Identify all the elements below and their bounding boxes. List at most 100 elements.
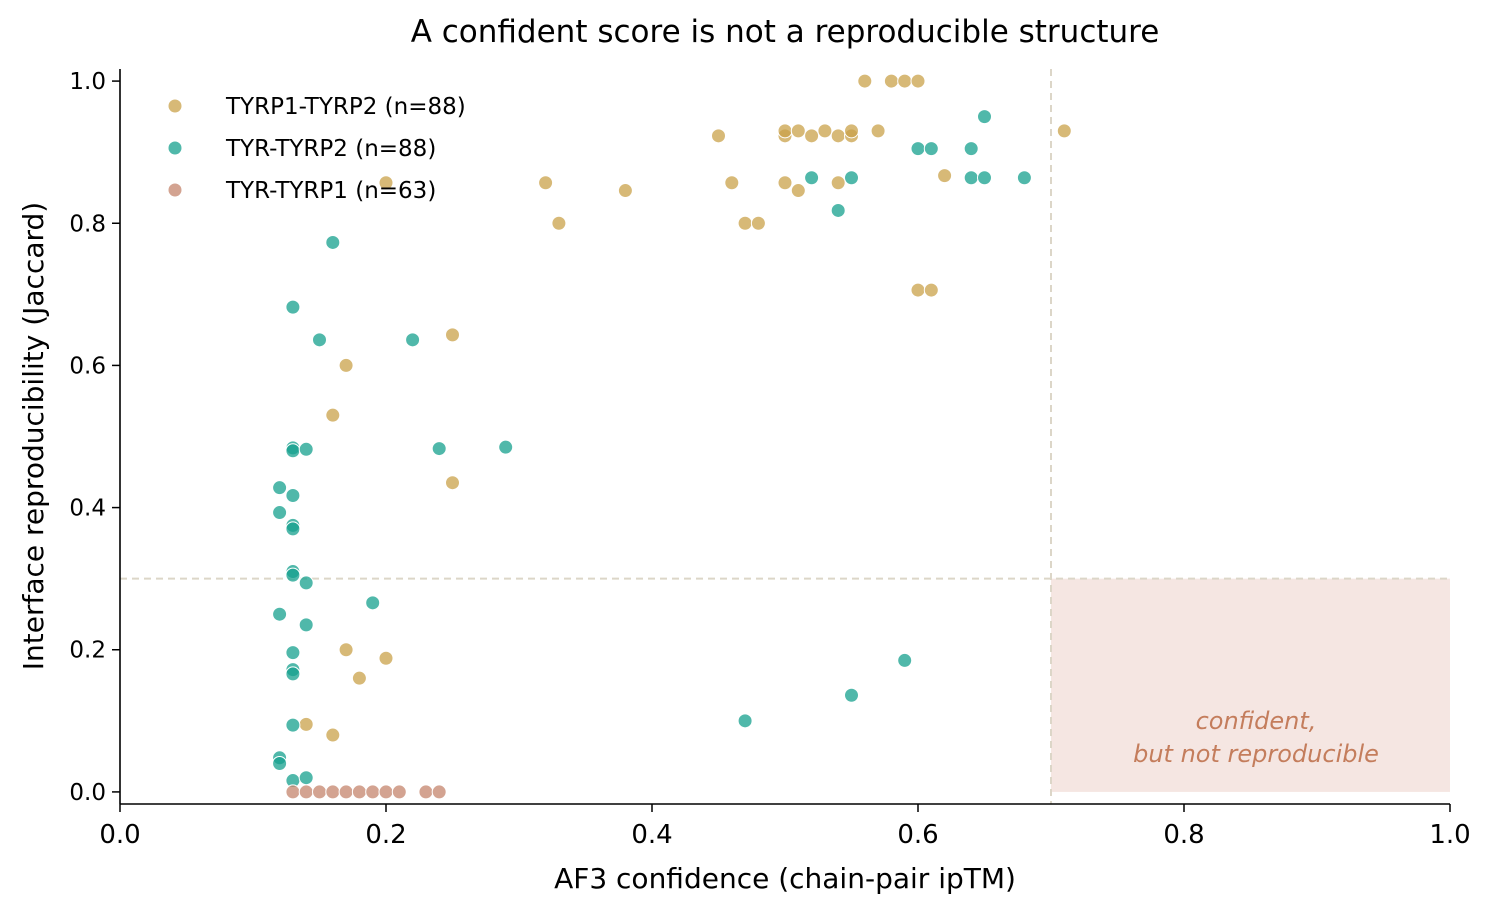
data-point-series-1-30	[285, 645, 301, 661]
x-tick-label: 0.2	[365, 820, 406, 850]
x-axis-label: AF3 confidence (chain-pair ipTM)	[554, 862, 1016, 895]
data-point-series-2-2	[312, 784, 327, 800]
data-point-series-0-6	[777, 123, 793, 139]
legend-label: TYRP1-TYRP2 (n=88)	[225, 94, 466, 120]
y-tick-label: 0.6	[69, 353, 106, 379]
data-point-series-2-8	[391, 784, 407, 800]
y-tick-label: 0.4	[69, 496, 106, 522]
data-point-series-1-15	[285, 443, 301, 459]
data-point-series-0-21	[617, 183, 633, 199]
data-point-series-0-29	[338, 357, 354, 373]
data-point-series-0-2	[897, 73, 913, 89]
data-point-series-0-25	[750, 215, 766, 231]
region-annotation-line1: confident,	[1196, 707, 1317, 735]
data-point-series-2-4	[338, 784, 354, 800]
data-point-series-2-3	[325, 784, 341, 800]
legend-label: TYR-TYRP2 (n=88)	[225, 136, 436, 162]
legend-marker	[167, 182, 183, 198]
legend-marker	[167, 140, 183, 156]
data-point-series-1-10	[325, 234, 341, 250]
data-point-series-1-13	[405, 332, 421, 348]
data-point-series-1-7	[977, 170, 992, 186]
data-point-series-2-5	[351, 784, 367, 800]
data-point-series-0-35	[298, 716, 314, 732]
data-point-series-0-13	[870, 123, 886, 139]
data-point-series-1-26	[298, 575, 314, 591]
data-point-series-1-3	[963, 141, 979, 157]
data-point-series-1-12	[312, 332, 327, 348]
data-point-series-1-36	[285, 717, 301, 733]
data-point-series-1-9	[830, 202, 846, 218]
region-annotation-line2: but not reproducible	[1133, 740, 1379, 768]
data-point-series-0-28	[445, 327, 460, 343]
data-point-series-1-17	[431, 441, 447, 457]
data-point-series-1-5	[844, 170, 859, 186]
data-point-series-0-9	[817, 123, 833, 139]
data-point-series-1-16	[298, 441, 314, 457]
y-axis-label: Interface reproducibility (Jaccard)	[17, 202, 50, 670]
data-point-series-0-34	[351, 670, 367, 686]
data-point-series-0-10	[830, 128, 846, 144]
x-tick-label: 0.4	[631, 820, 672, 850]
data-point-series-1-31	[897, 652, 913, 668]
data-point-series-0-15	[937, 168, 953, 184]
data-point-series-0-4	[711, 128, 726, 144]
x-tick-label: 0.0	[99, 820, 140, 850]
data-point-series-2-9	[418, 784, 434, 800]
data-point-series-1-8	[1016, 170, 1032, 186]
data-point-series-1-29	[298, 617, 314, 633]
data-point-series-0-12	[844, 123, 859, 139]
data-point-series-0-36	[325, 727, 341, 743]
y-axis-ticks: 0.0 0.2 0.4 0.6 0.8 1.0	[69, 69, 120, 806]
x-axis-ticks: 0.0 0.2 0.4 0.6 0.8 1.0	[99, 804, 1471, 850]
data-point-series-1-40	[298, 770, 314, 786]
data-point-series-1-19	[272, 480, 288, 496]
data-point-series-0-31	[445, 475, 460, 491]
data-point-series-0-14	[1056, 123, 1072, 139]
data-point-series-0-8	[804, 128, 820, 144]
data-point-series-2-6	[365, 784, 381, 800]
y-tick-label: 0.0	[69, 780, 106, 806]
data-point-series-2-1	[298, 784, 314, 800]
data-point-series-0-24	[737, 215, 753, 231]
data-point-series-1-21	[272, 505, 288, 521]
data-point-series-2-0	[285, 784, 301, 800]
data-point-series-0-1	[883, 73, 899, 89]
data-point-series-0-16	[378, 175, 394, 191]
data-point-series-0-0	[857, 73, 873, 89]
data-point-series-0-3	[910, 73, 926, 89]
data-points	[272, 73, 1072, 800]
data-point-series-0-22	[790, 183, 806, 199]
y-tick-label: 1.0	[69, 69, 106, 95]
data-point-series-0-20	[830, 175, 846, 191]
data-point-series-1-11	[285, 299, 301, 315]
data-point-series-0-17	[538, 175, 554, 191]
x-tick-label: 0.6	[897, 820, 938, 850]
data-point-series-1-35	[737, 713, 753, 729]
legend-label: TYR-TYRP1 (n=63)	[225, 178, 436, 204]
confident-not-reproducible-region	[1051, 578, 1450, 792]
data-point-series-1-23	[285, 521, 301, 537]
y-tick-label: 0.2	[69, 638, 106, 664]
data-point-series-0-23	[551, 215, 567, 231]
x-tick-label: 1.0	[1429, 820, 1470, 850]
data-point-series-1-2	[923, 141, 939, 157]
data-point-series-0-32	[338, 642, 354, 658]
data-point-series-0-7	[790, 123, 806, 139]
data-point-series-2-7	[378, 784, 394, 800]
data-point-series-1-4	[804, 170, 820, 186]
data-point-series-1-34	[844, 687, 859, 703]
chart-title: A confident score is not a reproducible …	[411, 14, 1160, 50]
data-point-series-0-19	[777, 175, 793, 191]
legend-marker	[167, 98, 183, 114]
data-point-series-0-18	[724, 175, 740, 191]
data-point-series-1-18	[498, 439, 514, 455]
y-tick-label: 0.8	[69, 211, 106, 237]
data-point-series-0-27	[923, 282, 939, 298]
data-point-series-1-20	[285, 487, 301, 503]
data-point-series-1-25	[285, 567, 301, 583]
data-point-series-2-10	[431, 784, 447, 800]
data-point-series-0-30	[325, 407, 341, 423]
x-tick-label: 0.8	[1163, 820, 1204, 850]
